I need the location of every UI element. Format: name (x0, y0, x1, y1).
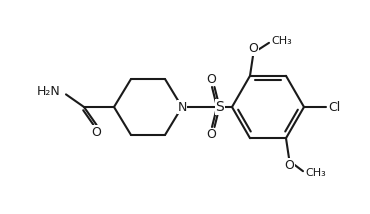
Text: O: O (206, 128, 216, 141)
Text: H₂N: H₂N (37, 85, 61, 98)
Text: CH₃: CH₃ (272, 36, 292, 46)
Text: O: O (248, 42, 258, 55)
Text: O: O (284, 159, 294, 172)
Text: Cl: Cl (328, 101, 340, 113)
Text: S: S (216, 100, 224, 114)
Text: N: N (177, 101, 187, 113)
Text: O: O (92, 126, 101, 138)
Text: O: O (206, 73, 216, 86)
Text: CH₃: CH₃ (306, 168, 326, 178)
